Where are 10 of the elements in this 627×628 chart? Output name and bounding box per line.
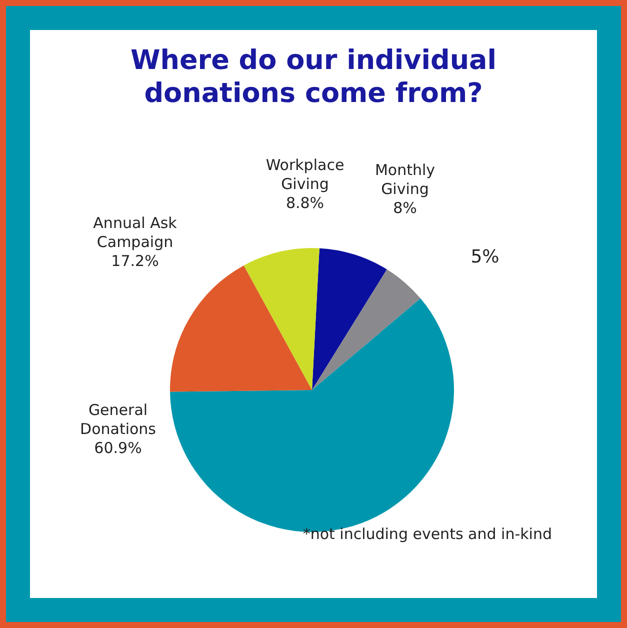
data-label: 60.9% bbox=[94, 438, 142, 457]
data-label: 5% bbox=[470, 246, 500, 268]
chart-title: Where do our individual donations come from? bbox=[129, 44, 498, 110]
data-label: 8.8% bbox=[286, 194, 324, 212]
slice-label: Monthly Giving bbox=[374, 160, 436, 198]
slice-label: General Donations bbox=[80, 400, 156, 438]
data-label: 8% bbox=[393, 198, 417, 217]
slice-label: Annual Ask Campaign bbox=[93, 214, 178, 251]
slice-label: Workplace Giving bbox=[266, 156, 344, 193]
data-label: 17.2% bbox=[111, 252, 159, 270]
